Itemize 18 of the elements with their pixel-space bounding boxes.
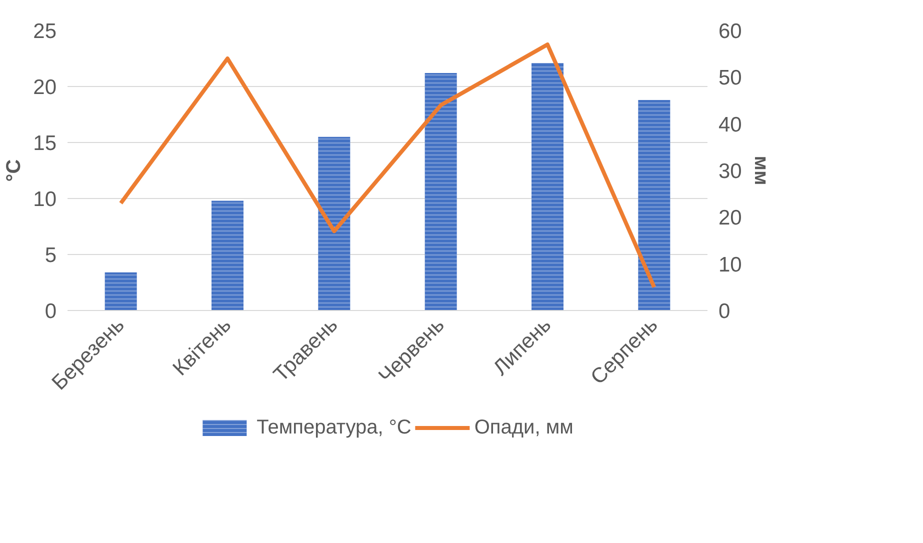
y-tick-label: 15	[33, 132, 56, 155]
y2-tick-label: 0	[718, 300, 730, 323]
y-tick-label: 5	[44, 244, 57, 267]
y-axis-title: °C	[3, 159, 26, 182]
y2-tick-label: 40	[718, 113, 742, 136]
y2-tick-label: 30	[718, 160, 742, 183]
y-tick-label: 0	[44, 300, 57, 323]
legend-label: Опади, мм	[474, 416, 574, 439]
y-tick-label: 10	[33, 188, 56, 211]
y2-tick-label: 20	[718, 206, 742, 230]
legend-label: Температура, °C	[256, 416, 412, 439]
y2-axis-title: мм	[750, 156, 772, 186]
y2-tick-label: 60	[718, 20, 742, 43]
y-tick-label: 25	[33, 20, 56, 43]
y2-tick-label: 10	[718, 253, 742, 276]
line-series	[118, 42, 656, 290]
y-tick-label: 20	[33, 76, 56, 99]
y2-tick-label: 50	[718, 66, 742, 90]
